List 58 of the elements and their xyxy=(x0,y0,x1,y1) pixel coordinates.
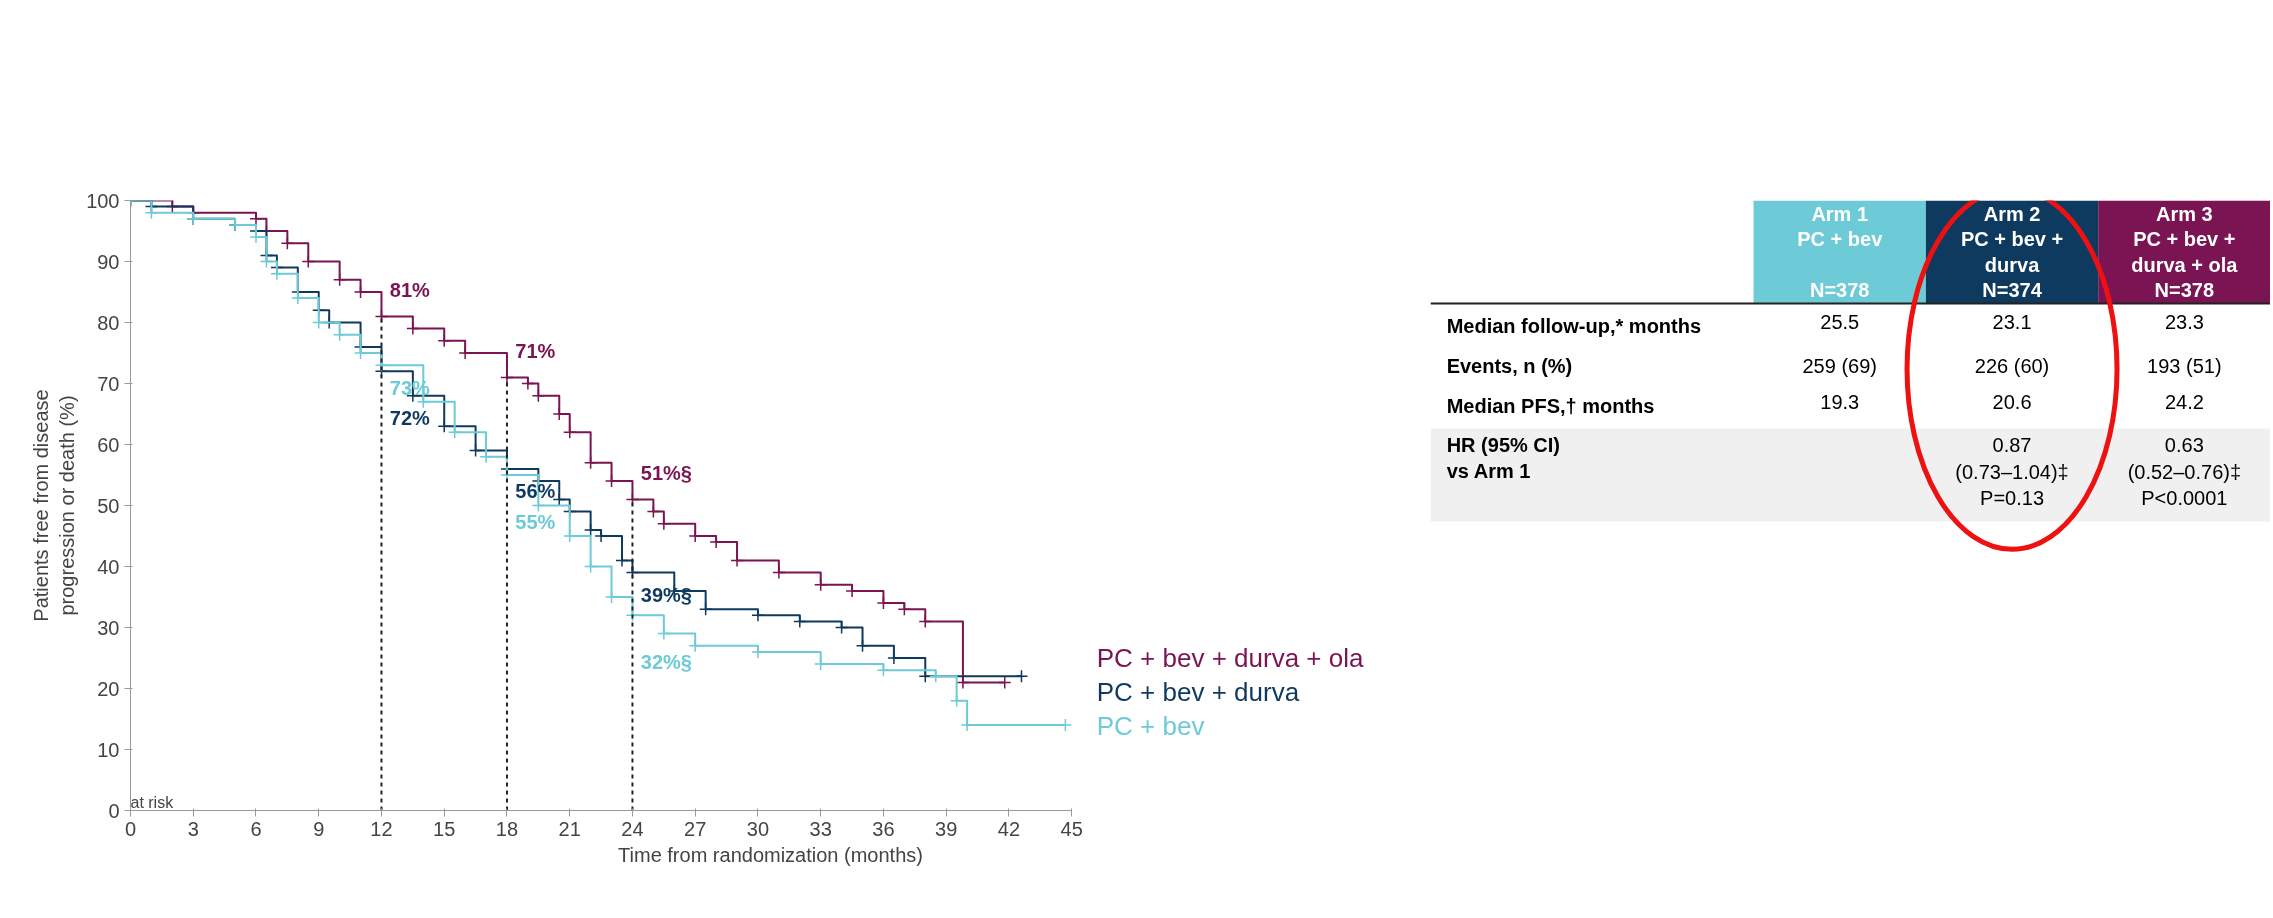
annotation: 32%§ xyxy=(640,651,692,674)
x-tick-label: 30 xyxy=(746,817,770,840)
text: 19.3 xyxy=(1820,390,1860,413)
x-tick-label: 39 xyxy=(935,817,958,840)
x-tick-label: 21 xyxy=(558,817,581,840)
category-label: Arm 1 PC + bev N=378 xyxy=(1797,203,1883,301)
annotation: 51%§ xyxy=(640,462,692,485)
text: 0.63 (0.52–0.76)‡ P<0.0001 xyxy=(2127,434,2242,510)
y-tick-label: 70 xyxy=(97,372,120,395)
annotation: 81% xyxy=(389,279,431,302)
y-tick-label: 20 xyxy=(97,677,120,700)
x-tick-label: 42 xyxy=(997,817,1021,840)
text: 23.1 xyxy=(1992,311,2032,334)
category-label: Median follow-up,* months xyxy=(1446,315,1702,338)
x-axis-title: Time from randomization (months) xyxy=(618,843,923,866)
y-tick-label: 80 xyxy=(97,311,120,334)
category-label: Arm 3 PC + bev + durva + ola N=378 xyxy=(2131,203,2239,301)
x-tick-label: 0 xyxy=(124,817,137,840)
category-label: Median PFS,† months xyxy=(1446,394,1655,417)
text: 226 (60) xyxy=(1974,355,2050,378)
y-tick-label: 50 xyxy=(97,494,120,517)
y-tick-label: 100 xyxy=(86,189,120,212)
text: 24.2 xyxy=(2164,390,2204,413)
y-axis-title: Patients free from disease progression or death (%) xyxy=(29,389,79,622)
y-tick-label: 30 xyxy=(97,616,120,639)
y-tick-label: 60 xyxy=(97,433,120,456)
x-tick-label: 18 xyxy=(495,817,519,840)
text: 20.6 xyxy=(1992,390,2032,413)
text: PC + bev + durva + ola xyxy=(1096,643,1364,673)
x-tick-label: 27 xyxy=(684,817,707,840)
x-tick-label: 12 xyxy=(370,817,393,840)
text: 259 (69) xyxy=(1802,355,1877,378)
x-tick-label: 24 xyxy=(621,817,644,840)
annotation: 71% xyxy=(515,340,556,363)
text: 0.87 (0.73–1.04)‡ P=0.13 xyxy=(1955,434,2069,510)
text: 193 (51) xyxy=(2147,355,2222,378)
x-tick-label: 9 xyxy=(313,817,325,840)
category-label: HR (95% CI) vs Arm 1 xyxy=(1446,434,1561,482)
x-tick-label: 45 xyxy=(1060,817,1083,840)
x-tick-label: 6 xyxy=(250,817,262,840)
x-tick-label: 15 xyxy=(433,817,456,840)
x-tick-label: 3 xyxy=(187,817,199,840)
y-tick-label: 10 xyxy=(97,738,120,761)
text: 23.3 xyxy=(2164,311,2204,334)
annotation: 39%§ xyxy=(640,584,692,607)
series-label: PC + bev xyxy=(1096,711,1205,742)
x-tick-label: 36 xyxy=(872,817,895,840)
category-label: Arm 2 PC + bev + durva N=374 xyxy=(1960,203,2064,301)
category-label: Events, n (%) xyxy=(1446,355,1573,378)
y-tick-label: 0 xyxy=(108,799,120,822)
annotation: 55% xyxy=(515,510,556,533)
x-tick-label: 33 xyxy=(809,817,832,840)
annotation: 72% xyxy=(389,407,431,430)
y-tick-label: 40 xyxy=(97,555,120,578)
text: 25.5 xyxy=(1820,311,1860,334)
annotation: at risk xyxy=(130,793,175,811)
text: PC + bev + durva xyxy=(1096,677,1300,708)
y-tick-label: 90 xyxy=(97,250,120,273)
